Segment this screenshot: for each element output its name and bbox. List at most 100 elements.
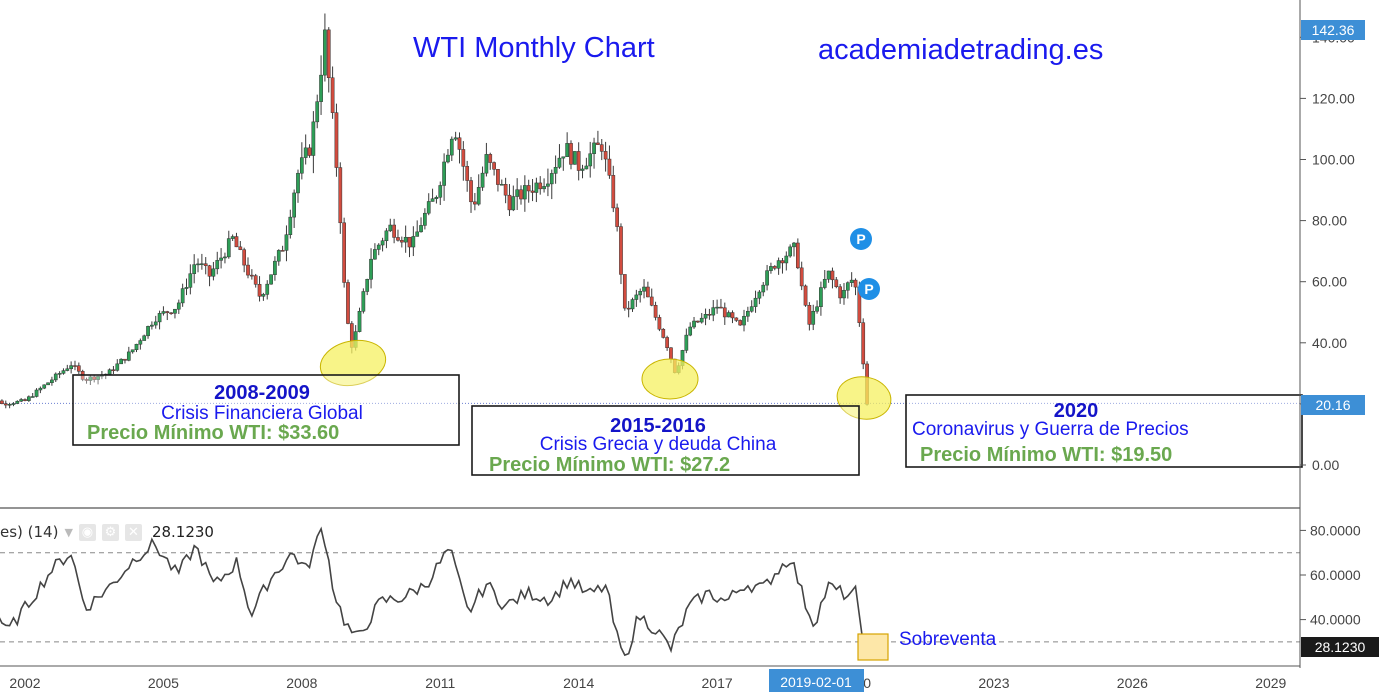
time-tick-label: 2026 — [1117, 675, 1148, 691]
candle-body — [134, 343, 139, 351]
candle-body — [423, 212, 427, 226]
rsi-header-value: 28.1230 — [151, 523, 214, 541]
candle-body — [88, 376, 93, 381]
rsi-indicator-name[interactable]: es) (14) — [0, 523, 59, 541]
low-highlight-ellipse[interactable] — [641, 358, 699, 400]
rsi-tick-label: 60.0000 — [1310, 567, 1361, 583]
candle-body — [519, 189, 523, 200]
candle-body — [65, 368, 70, 371]
candle-body — [53, 373, 58, 381]
candle-body — [853, 279, 858, 288]
p-marker-icon[interactable] — [850, 228, 872, 250]
annotation-period: 2008-2009 — [214, 382, 310, 404]
candle-body — [346, 282, 350, 324]
candle-body — [34, 389, 39, 397]
candle-body — [561, 156, 566, 159]
rsi-current-label: 28.1230 — [1315, 639, 1366, 655]
candle-body — [746, 310, 750, 317]
chart-title: WTI Monthly Chart — [413, 32, 655, 64]
candle-body — [330, 77, 335, 113]
candle-body — [453, 137, 458, 140]
candle-body — [203, 263, 208, 266]
candle-body — [630, 299, 635, 310]
eye-icon[interactable]: ◉ — [78, 523, 96, 541]
candle-body — [388, 224, 393, 232]
candle-body — [84, 379, 89, 381]
candle-body — [326, 29, 331, 79]
candle-body — [265, 283, 270, 295]
candle-body — [588, 153, 593, 167]
candle-body — [776, 260, 781, 269]
candle-body — [342, 222, 346, 283]
candle-body — [696, 320, 700, 323]
candle-body — [234, 236, 239, 248]
time-tick-label: 2023 — [978, 675, 1009, 691]
candle-body — [419, 225, 423, 233]
time-tick-label: 2017 — [702, 675, 733, 691]
candle-body — [703, 314, 708, 319]
candle-body — [684, 334, 689, 351]
candle-body — [119, 358, 123, 365]
candle-body — [257, 284, 262, 297]
price-tick-label: 80.00 — [1312, 213, 1347, 229]
candle-body — [615, 207, 619, 227]
candle-body — [7, 404, 12, 406]
time-tick-label: 2002 — [9, 675, 40, 691]
p-marker-icon[interactable] — [858, 278, 880, 300]
candle-body — [580, 168, 585, 171]
candle-body — [307, 147, 312, 156]
candle-body — [753, 297, 758, 307]
close-icon[interactable]: ✕ — [124, 523, 142, 541]
annotation-box[interactable] — [905, 394, 1303, 468]
candle-body — [799, 267, 804, 287]
candle-body — [111, 369, 116, 371]
candle-body — [569, 143, 573, 165]
candle-body — [461, 149, 466, 167]
candle-body — [780, 260, 785, 264]
candle-body — [311, 121, 316, 156]
candle-body — [765, 270, 769, 286]
low-highlight-ellipse[interactable] — [834, 373, 894, 424]
candle-body — [200, 263, 204, 265]
candle-body — [469, 180, 473, 203]
candle-body — [534, 182, 539, 193]
candle-body — [711, 307, 716, 316]
rsi-current-badge — [1301, 637, 1379, 657]
rsi-indicator-header: es) (14) ▼ ◉ ⚙ ✕ 28.1230 — [0, 521, 214, 543]
candle-body — [496, 169, 500, 185]
candle-body — [826, 270, 831, 280]
current-price-label: 20.16 — [1315, 397, 1350, 413]
candle-body — [557, 157, 562, 168]
candle-body — [626, 307, 631, 310]
candle-body — [665, 337, 669, 348]
annotation-box[interactable] — [471, 405, 860, 476]
candle-body — [115, 363, 120, 371]
candle-body — [611, 175, 616, 209]
candle-body — [523, 185, 527, 200]
candle-body — [699, 317, 704, 323]
candle-body — [242, 249, 247, 266]
candle-body — [526, 185, 531, 192]
candle-body — [380, 240, 385, 246]
candle-body — [334, 112, 339, 168]
candle-body — [130, 349, 135, 353]
candle-body — [19, 399, 24, 402]
chevron-down-icon[interactable]: ▼ — [64, 525, 73, 539]
time-tick-label: 2005 — [148, 675, 179, 691]
candle-body — [323, 29, 327, 76]
candle-body — [511, 196, 516, 211]
price-tick-label: 120.00 — [1312, 90, 1355, 106]
candle-body — [123, 358, 127, 361]
candle-body — [603, 151, 608, 160]
candle-body — [403, 236, 408, 243]
annotation-box[interactable] — [72, 374, 460, 446]
annotation-low-price: Precio Mínimo WTI: $19.50 — [920, 444, 1172, 466]
candle-body — [296, 172, 300, 194]
candle-body — [757, 291, 762, 299]
candle-body — [488, 154, 493, 163]
gear-icon[interactable]: ⚙ — [101, 523, 119, 541]
oversold-highlight-box[interactable] — [857, 633, 889, 661]
annotation-description: Crisis Grecia y deuda China — [540, 434, 777, 455]
